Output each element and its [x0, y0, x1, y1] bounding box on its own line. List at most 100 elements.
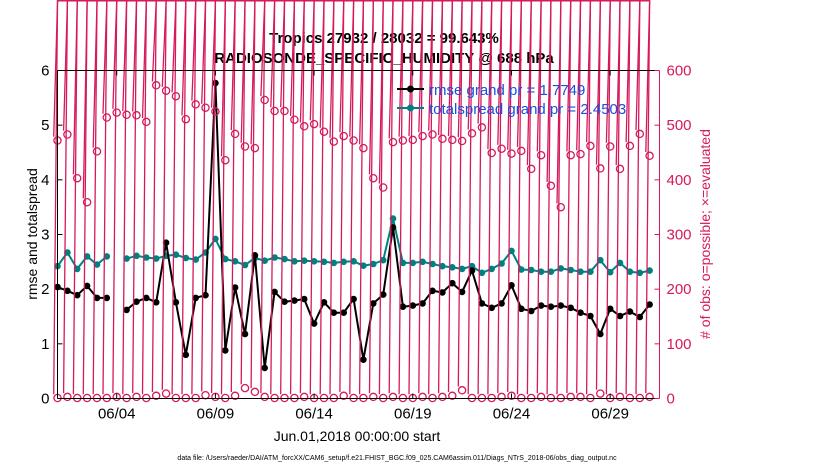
- obs-evaluated-point: [212, 1, 397, 402]
- rmse-point: [399, 303, 407, 311]
- obs-possible-point: [140, 1, 418, 145]
- obs-evaluated-point: [241, 1, 388, 393]
- totalspread-point: [330, 259, 338, 267]
- y-tick-label: 4: [41, 172, 49, 189]
- totalspread-point: [626, 268, 634, 276]
- obs-possible-point: [178, 1, 378, 183]
- obs-evaluated-point-circle: [596, 389, 605, 398]
- obs-possible-point-circle: [467, 129, 477, 138]
- obs-possible-point-circle: [497, 144, 506, 153]
- totalspread-point: [133, 252, 140, 260]
- legend-spread-label: totalspread grand pr = 2.4503: [429, 101, 626, 118]
- rmse-point: [133, 298, 140, 306]
- obs-possible-point-circle: [517, 146, 526, 156]
- totalspread-point: [340, 258, 348, 266]
- y-tick-label: 3: [41, 227, 49, 244]
- obs-possible-point: [141, 1, 358, 145]
- totalspread-point: [241, 261, 249, 269]
- y-tick-label: 0: [41, 391, 49, 408]
- totalspread-point: [192, 256, 199, 263]
- rmse-point: [626, 308, 634, 315]
- obs-possible-point-circle: [290, 115, 299, 124]
- totalspread-point: [616, 259, 624, 267]
- obs-possible-point-circle: [378, 183, 388, 192]
- rmse-series: [54, 79, 653, 372]
- totalspread-point: [567, 266, 574, 274]
- obs-possible-point: [186, 1, 556, 191]
- rmse-point: [192, 294, 199, 302]
- totalspread-point: [350, 258, 357, 265]
- y2-tick-label: 0: [667, 391, 675, 408]
- obs-evaluated-point-circle: [448, 391, 457, 401]
- obs-possible-point: [112, 1, 220, 116]
- x-tick-label: 06/14: [295, 406, 333, 423]
- obs-evaluated-point-circle: [566, 392, 575, 402]
- obs-evaluated-point: [396, 1, 516, 401]
- rmse-point: [93, 294, 101, 302]
- obs-possible-point: [139, 1, 447, 144]
- obs-possible-point-circle: [299, 122, 309, 131]
- obs-possible-point-circle: [615, 164, 625, 174]
- totalspread-point: [123, 255, 130, 262]
- totalspread-point: [606, 268, 614, 276]
- rmse-point: [646, 301, 653, 308]
- obs-possible-point-circle: [250, 143, 260, 153]
- rmse-point: [577, 309, 584, 317]
- rmse-point: [152, 299, 160, 306]
- rmse-point: [636, 313, 644, 321]
- obs-possible-point: [93, 1, 151, 156]
- obs-evaluated-point: [394, 1, 605, 398]
- totalspread-point: [409, 259, 417, 267]
- totalspread-point: [370, 260, 377, 268]
- rmse-point: [251, 252, 259, 259]
- y-tick-label: 2: [41, 281, 49, 298]
- totalspread-point: [488, 265, 496, 273]
- obs-possible-point-circle: [408, 135, 418, 145]
- obs-possible-point: [103, 1, 118, 122]
- obs-possible-point: [140, 1, 457, 145]
- x-tick-label: 06/04: [98, 406, 136, 423]
- rmse-point: [478, 300, 486, 307]
- totalspread-point: [320, 258, 328, 266]
- obs-possible-point-circle: [221, 155, 230, 165]
- rmse-point: [370, 300, 377, 307]
- obs-possible-point-circle: [309, 119, 319, 129]
- rmse-point: [300, 295, 308, 303]
- obs-evaluated-point: [397, 1, 427, 402]
- rmse-point: [468, 267, 476, 274]
- obs-possible-point-circle: [112, 108, 121, 117]
- rmse-point: [64, 287, 71, 295]
- rmse-point: [616, 312, 624, 320]
- totalspread-point: [83, 253, 91, 260]
- obs-possible-point: [120, 1, 299, 124]
- obs-possible-point-circle: [181, 114, 191, 124]
- totalspread-point: [537, 268, 545, 276]
- totalspread-point: [103, 253, 111, 260]
- totalspread-point: [231, 258, 239, 265]
- y2-tick-label: 600: [667, 63, 692, 80]
- y-tick-label: 6: [41, 63, 49, 80]
- obs-evaluated-point: [397, 1, 625, 402]
- rmse-point: [261, 364, 269, 372]
- legend-rmse-marker: [407, 85, 414, 93]
- rmse-point: [182, 351, 190, 359]
- obs-possible-point-circle: [319, 127, 329, 136]
- obs-possible-point: [115, 1, 131, 120]
- obs-evaluated-point: [64, 1, 397, 402]
- chart-subtitle: RADIOSONDE_SPECIFIC_HUMIDITY @ 688 hPa: [214, 50, 554, 67]
- obs-possible-point: [134, 1, 645, 139]
- totalspread-point: [439, 262, 446, 270]
- obs-possible-point-circle: [211, 107, 220, 116]
- totalspread-point: [64, 249, 71, 256]
- obs-possible-point-circle: [388, 137, 398, 147]
- totalspread-point: [152, 255, 160, 262]
- obs-possible-point: [207, 1, 566, 212]
- obs-evaluated-point: [370, 1, 397, 402]
- totalspread-point: [587, 268, 594, 276]
- obs-possible-point: [156, 1, 654, 161]
- obs-possible-point-circle: [260, 95, 269, 105]
- totalspread-point: [478, 269, 486, 277]
- plot-area: [54, 1, 660, 403]
- obs-possible-point: [115, 1, 141, 120]
- obs-possible-point-circle: [596, 164, 605, 173]
